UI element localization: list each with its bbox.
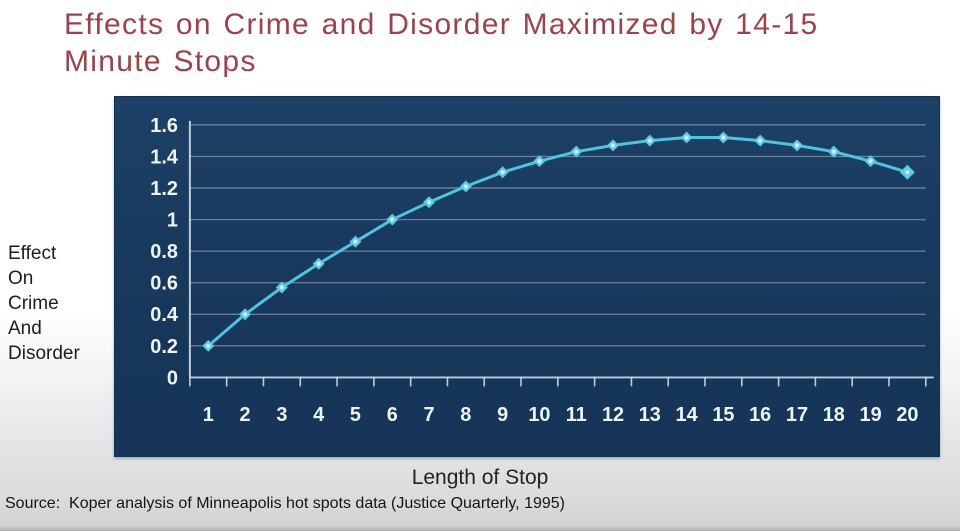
y-axis-title: Effect On Crime And Disorder [8,241,80,366]
x-axis-title: Length of Stop [411,466,549,489]
x-axis-ticks [189,377,927,387]
data-point-highlight [463,184,468,189]
axes [188,120,934,379]
data-point-highlight [831,149,836,154]
chart-panel: 1.6 1.4 1.2 1 0.8 0.6 0.4 0.2 0 1 2 3 4 5 6 7 8 9 10 11 12 13… [114,96,940,457]
bottom-edge-shadow [0,526,960,531]
y-tick-label: 1.2 [150,178,178,200]
y-axis-title-word: Crime [8,293,59,314]
x-tick-label: 17 [786,404,808,426]
data-point-highlight [574,149,579,154]
data-point-highlight [316,261,321,266]
data-point-highlight [279,285,284,290]
x-tick-label: 12 [602,404,624,426]
data-point-highlight [537,159,542,164]
x-tick-label: 9 [497,404,508,426]
x-tick-label: 7 [424,404,435,426]
data-point-highlight [647,138,652,143]
data-point-highlight [500,170,505,175]
y-tick-label: 0.6 [150,273,178,295]
source-note: Source: Koper analysis of Minneapolis ho… [5,495,565,512]
x-tick-label: 11 [566,404,587,426]
data-point-highlight [426,200,432,205]
data-point-highlight [242,312,248,317]
y-axis-title-word: On [8,268,34,289]
x-tick-label: 10 [528,404,550,426]
x-axis-labels: 1 2 3 4 5 6 7 8 9 10 11 12 13 14 15 16 17 18 19 20 [203,404,919,426]
y-axis-title-word: Effect [8,243,57,264]
y-tick-label: 0.8 [150,241,178,263]
y-tick-label: 1.6 [150,115,178,137]
data-point-highlight [610,143,616,148]
y-axis-title-word: Disorder [8,343,80,364]
x-tick-label: 3 [276,404,287,426]
y-axis-labels: 1.6 1.4 1.2 1 0.8 0.6 0.4 0.2 0 [150,115,178,390]
data-point-highlight [905,170,910,175]
x-tick-label: 4 [313,404,324,426]
x-tick-label: 15 [712,404,734,426]
page-title: Effects on Crime and Disorder Maximized … [64,6,924,80]
y-tick-label: 1 [167,210,178,232]
x-tick-label: 8 [460,404,471,426]
series-line [206,135,909,348]
koper-curve-chart: 1.61.41.210.80.60.40.201 2 3 4 5 6 7 8 9 10 11 12 13… [150,115,934,426]
y-gridlines [189,124,926,347]
data-point-markers [202,131,915,352]
data-point-highlight [721,135,726,140]
y-tick-label: 1.4 [150,146,178,168]
data-point-highlight [390,217,395,222]
data-point-highlight [206,343,211,348]
x-tick-label: 16 [749,404,771,426]
x-tick-label: 18 [823,404,845,426]
y-axis-title-word: And [8,318,42,339]
page-title-line2: Minute Stops [64,45,257,78]
y-tick-label: 0.4 [150,304,178,326]
x-tick-label: 19 [860,404,882,426]
x-tick-label: 6 [387,404,398,426]
data-point-highlight [684,135,689,140]
data-point-highlight [353,239,358,244]
data-point-highlight [794,143,800,148]
x-tick-label: 14 [676,404,698,426]
page-title-line1: Effects on Crime and Disorder Maximized … [64,8,819,41]
y-tick-label: 0 [167,367,178,389]
x-tick-label: 20 [896,404,918,426]
x-tick-label: 13 [639,404,661,426]
data-point-highlight [758,138,763,143]
data-point-highlight [868,159,873,164]
x-tick-label: 5 [350,404,361,426]
y-tick-label: 0.2 [150,336,178,358]
x-tick-label: 1 [203,404,214,426]
x-tick-label: 2 [240,404,251,426]
